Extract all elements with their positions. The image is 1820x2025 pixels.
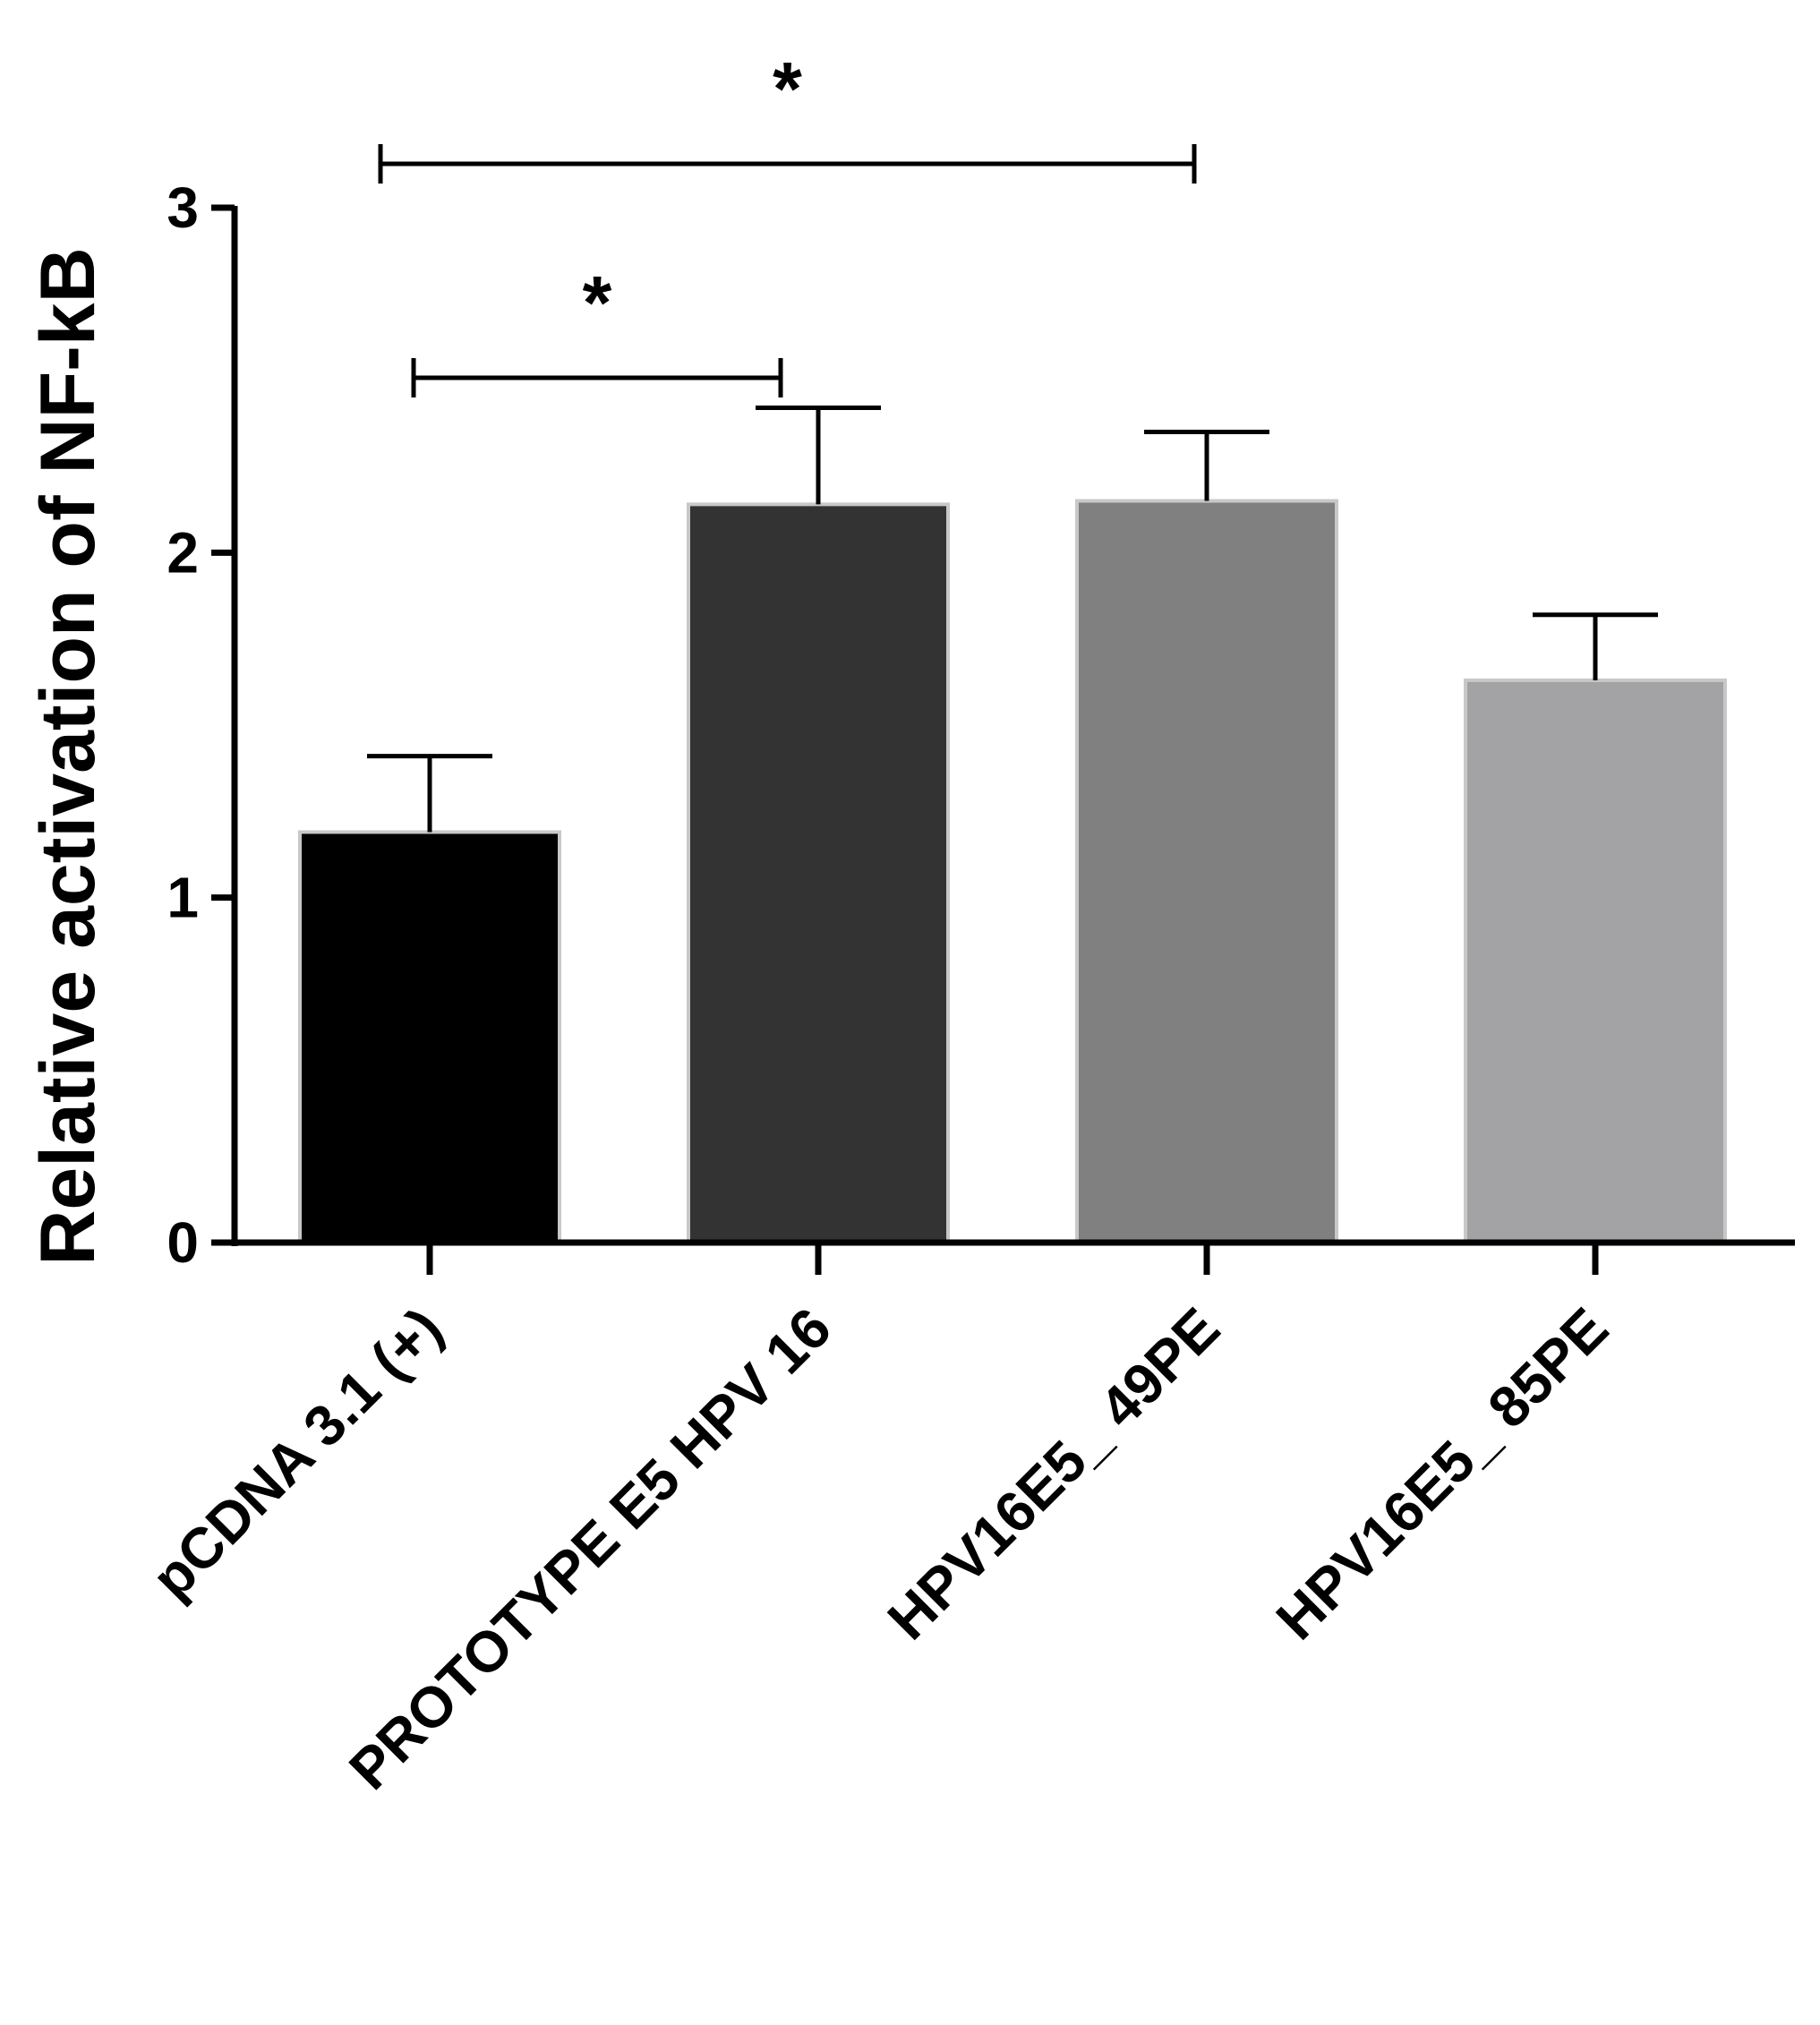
y-tick-label: 3 [167, 175, 199, 240]
y-tick-label: 1 [167, 866, 199, 930]
y-axis: 0 1 2 3 [167, 175, 238, 1275]
bars [298, 499, 1727, 1244]
significance-label: * [773, 47, 802, 131]
significance-brackets: ** [378, 47, 1197, 397]
error-bars [367, 405, 1658, 833]
bar [298, 830, 561, 1244]
bar [1075, 499, 1338, 1244]
x-tick-label: HPV16E5_ 49PE [876, 1295, 1232, 1652]
x-tick-label: HPV16E5_ 85PE [1264, 1295, 1620, 1652]
x-tick-label: pCDNA 3.1 (+) [140, 1295, 455, 1611]
y-axis-title-group: Relative activation of NF-kB [25, 247, 111, 1265]
y-tick-label: 2 [167, 520, 199, 585]
y-tick-label: 0 [167, 1210, 199, 1275]
bar [687, 502, 950, 1244]
bar [1464, 678, 1727, 1244]
significance-label: * [583, 261, 612, 345]
x-axis: pCDNA 3.1 (+)PROTOTYPE E5 HPV 16 HPV16E5_… [140, 1239, 1795, 1802]
y-axis-title: Relative activation of NF-kB [25, 247, 111, 1265]
